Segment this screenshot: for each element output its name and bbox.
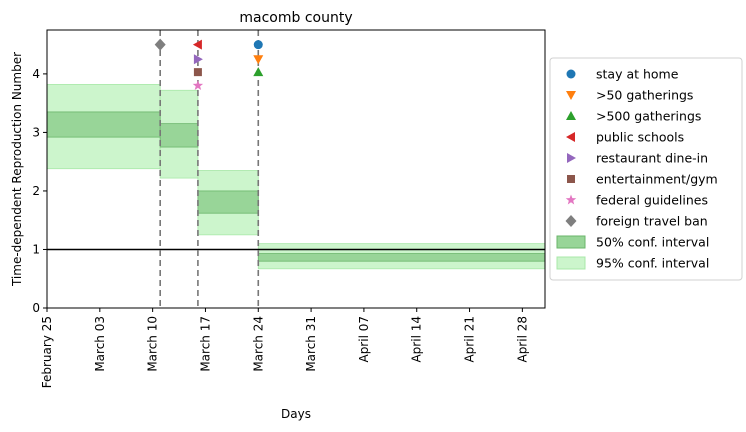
legend-marker bbox=[566, 132, 575, 142]
intervention-marker bbox=[192, 80, 204, 91]
intervention-marker bbox=[193, 68, 202, 77]
chart-title: macomb county bbox=[239, 10, 352, 26]
legend-marker bbox=[566, 69, 576, 79]
intervention-marker bbox=[253, 67, 264, 77]
legend-label: stay at home bbox=[596, 67, 679, 82]
legend-marker bbox=[567, 175, 575, 183]
x-tick-label: April 14 bbox=[410, 316, 424, 363]
legend-marker bbox=[566, 111, 576, 120]
legend-label: >500 gatherings bbox=[596, 109, 701, 124]
x-tick-label: March 10 bbox=[146, 316, 160, 372]
legend: stay at home >50 gatherings >500 gathering… bbox=[549, 57, 743, 281]
y-tick-label: 2 bbox=[32, 184, 40, 198]
legend-label: public schools bbox=[596, 130, 684, 145]
intervention-marker bbox=[253, 55, 264, 65]
x-tick-label: February 25 bbox=[40, 316, 54, 388]
intervention-marker bbox=[154, 38, 166, 51]
legend-label: foreign travel ban bbox=[596, 214, 708, 229]
legend-label: federal guidelines bbox=[596, 193, 708, 208]
legend-marker bbox=[566, 91, 576, 100]
x-tick-label: April 21 bbox=[463, 316, 477, 363]
x-tick-label: April 07 bbox=[357, 316, 371, 363]
intervention-marker bbox=[192, 39, 202, 50]
x-tick-label: April 28 bbox=[515, 316, 529, 363]
ci50-band bbox=[159, 123, 199, 148]
x-axis-label: Days bbox=[281, 407, 311, 421]
legend-swatch bbox=[556, 256, 586, 270]
legend-label: restaurant dine-in bbox=[596, 151, 708, 166]
legend-label: 95% conf. interval bbox=[596, 256, 709, 271]
legend-marker bbox=[565, 215, 577, 227]
intervention-marker bbox=[253, 40, 263, 50]
legend-label: entertainment/gym bbox=[596, 172, 718, 187]
legend-marker bbox=[565, 194, 577, 205]
y-tick-label: 4 bbox=[32, 67, 40, 81]
x-tick-label: March 24 bbox=[251, 316, 265, 372]
y-tick-label: 0 bbox=[32, 301, 40, 315]
x-tick-label: March 17 bbox=[198, 316, 212, 372]
ci50-band bbox=[257, 253, 546, 262]
ci50-band bbox=[46, 111, 161, 138]
axes-frame bbox=[46, 29, 546, 309]
legend-box bbox=[549, 57, 743, 281]
y-tick-label: 3 bbox=[32, 125, 40, 139]
ci50-band bbox=[197, 190, 259, 214]
legend-label: 50% conf. interval bbox=[596, 235, 709, 250]
y-axis-label: Time-dependent Reproduction Number bbox=[10, 52, 24, 287]
legend-marker bbox=[567, 153, 576, 163]
intervention-marker bbox=[193, 54, 203, 65]
y-tick-label: 1 bbox=[32, 242, 40, 256]
legend-swatch bbox=[556, 235, 586, 249]
legend-label: >50 gatherings bbox=[596, 88, 693, 103]
plot-area: 0 1 2 3 4 February 25 March 03 March 10 March 17… bbox=[32, 29, 546, 388]
x-tick-label: March 31 bbox=[304, 316, 318, 372]
x-tick-label: March 03 bbox=[93, 316, 107, 372]
